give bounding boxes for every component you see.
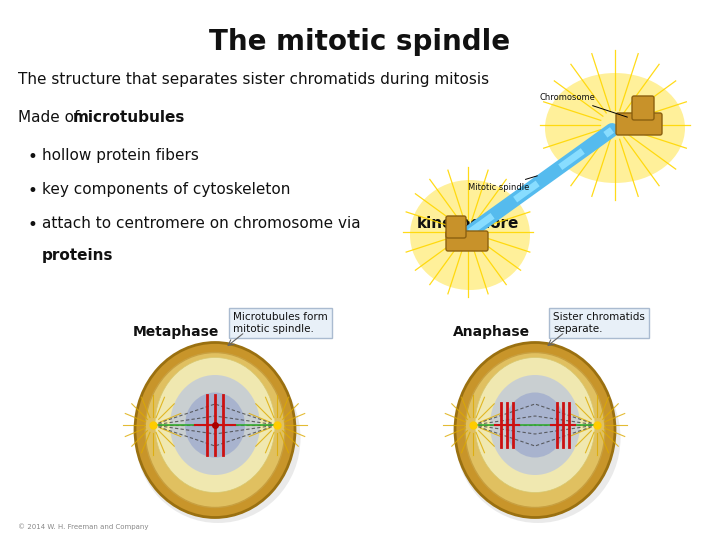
Ellipse shape <box>135 342 295 517</box>
FancyBboxPatch shape <box>616 113 662 135</box>
Text: Metaphase: Metaphase <box>133 325 220 339</box>
Text: kinetochore: kinetochore <box>417 216 519 231</box>
FancyBboxPatch shape <box>632 96 654 120</box>
Text: attach to centromere on chromosome via: attach to centromere on chromosome via <box>42 216 370 231</box>
Ellipse shape <box>170 375 260 475</box>
Text: © 2014 W. H. Freeman and Company: © 2014 W. H. Freeman and Company <box>18 523 148 530</box>
Text: •: • <box>28 182 38 200</box>
Ellipse shape <box>490 375 580 475</box>
Ellipse shape <box>505 393 565 457</box>
Text: Mitotic spindle: Mitotic spindle <box>468 176 537 192</box>
FancyBboxPatch shape <box>446 216 466 238</box>
Text: The structure that separates sister chromatids during mitosis: The structure that separates sister chro… <box>18 72 489 87</box>
Ellipse shape <box>455 342 615 517</box>
Text: Made of: Made of <box>18 110 84 125</box>
Ellipse shape <box>456 353 621 523</box>
Ellipse shape <box>475 357 595 492</box>
Text: •: • <box>28 148 38 166</box>
Text: Microtubules form
mitotic spindle.: Microtubules form mitotic spindle. <box>233 312 328 334</box>
Text: key components of cytoskeleton: key components of cytoskeleton <box>42 182 290 197</box>
Text: hollow protein fibers: hollow protein fibers <box>42 148 199 163</box>
Text: microtubules: microtubules <box>73 110 185 125</box>
Ellipse shape <box>135 353 300 523</box>
Ellipse shape <box>465 353 605 508</box>
Text: The mitotic spindle: The mitotic spindle <box>210 28 510 56</box>
Ellipse shape <box>185 393 245 457</box>
Ellipse shape <box>545 73 685 183</box>
Text: proteins: proteins <box>42 248 114 263</box>
Text: Chromosome: Chromosome <box>540 93 627 117</box>
Ellipse shape <box>145 353 285 508</box>
Text: Sister chromatids
separate.: Sister chromatids separate. <box>553 312 645 334</box>
FancyBboxPatch shape <box>446 231 488 251</box>
Ellipse shape <box>410 180 530 290</box>
Text: •: • <box>28 216 38 234</box>
Ellipse shape <box>155 357 275 492</box>
Text: Anaphase: Anaphase <box>453 325 530 339</box>
